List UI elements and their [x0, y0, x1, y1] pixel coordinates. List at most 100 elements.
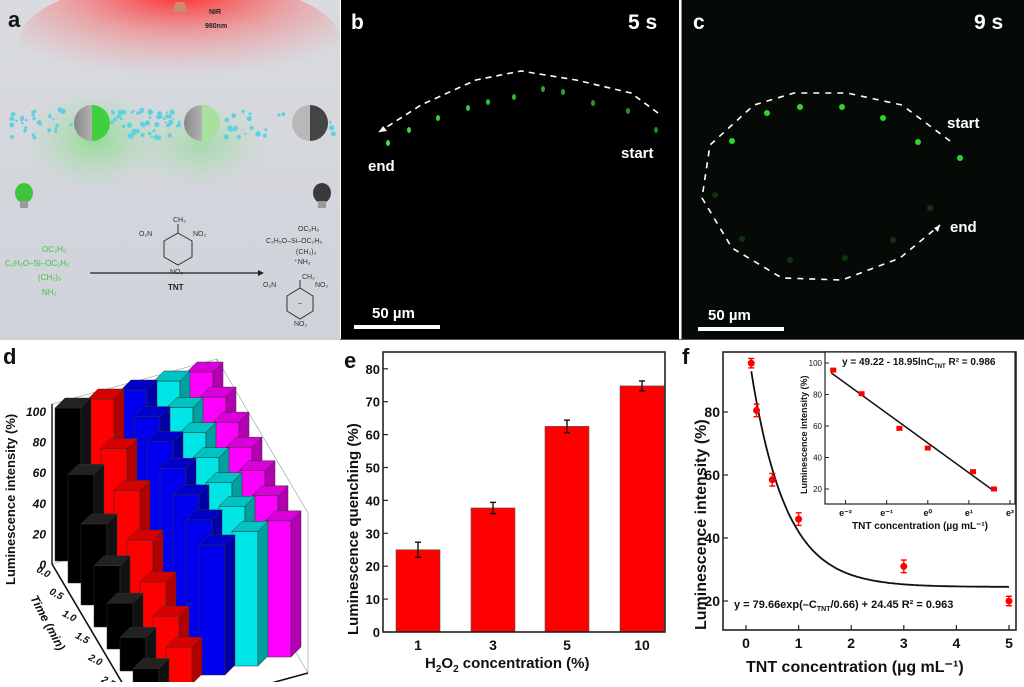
bubble	[264, 128, 268, 132]
bar-top	[119, 627, 157, 638]
time-tick-label: 0.5	[47, 586, 65, 602]
bar-top	[192, 447, 230, 458]
time-tick-label: 2.0	[85, 652, 104, 669]
tnt-group: NO₂	[193, 231, 207, 238]
bar-top	[139, 571, 177, 583]
bar-top	[212, 411, 250, 423]
bubble	[136, 111, 141, 115]
bar-3d	[165, 636, 203, 685]
inset-fit-equation: y = 49.22 - 18.95lnCTNT R² = 0.986	[842, 357, 996, 370]
wavelength-label: 980nm	[205, 23, 227, 30]
bubble	[166, 122, 171, 127]
y-tick-label: 0	[39, 558, 46, 572]
bar-top	[54, 397, 92, 409]
inset-y-tick-label: 40	[813, 454, 822, 463]
bar-top	[126, 529, 164, 541]
fit-curve	[750, 371, 1010, 588]
bulb-off-icon	[313, 183, 331, 208]
micrograph-b: b 5 s start end 50 µm	[351, 11, 659, 329]
end-label: end	[950, 219, 977, 236]
bubble	[23, 129, 27, 133]
motor-dot	[957, 155, 963, 161]
motor-dot	[654, 127, 658, 133]
bar-top	[106, 592, 144, 604]
bubble	[121, 109, 127, 115]
motor-dot	[712, 192, 718, 198]
motor-dot	[512, 94, 516, 100]
motor-sphere-dark	[292, 105, 328, 141]
bubble	[21, 121, 24, 125]
bubble	[166, 111, 169, 114]
nir-beam	[20, 0, 340, 100]
bar-top	[231, 521, 269, 532]
bar-top	[100, 438, 138, 449]
bar-top	[113, 480, 151, 491]
bubble	[131, 130, 137, 136]
y-tick-label: 80	[33, 436, 47, 450]
y-tick-label: 30	[366, 526, 380, 541]
bubble	[54, 127, 58, 131]
bars	[395, 380, 665, 633]
bubble	[10, 135, 15, 139]
reactant-line: C₂H₅O–Si–OC₂H₅	[5, 259, 69, 268]
arrow-head	[258, 270, 264, 276]
bubble	[249, 125, 254, 130]
time-axis-line	[51, 563, 126, 687]
bubble	[33, 109, 37, 114]
bubble	[130, 111, 134, 114]
bubble	[31, 110, 34, 114]
bar-top	[146, 431, 184, 442]
bubble-stream	[9, 107, 336, 140]
bubble	[223, 134, 229, 140]
motor-dot	[541, 86, 545, 92]
bubble	[54, 130, 58, 134]
product-line: CH₂	[302, 274, 315, 281]
bubble	[139, 121, 145, 127]
bubble	[57, 107, 63, 113]
axis-ticks: 1 3 5 10 0 10 20 30 40 50 60 70 80	[366, 362, 650, 653]
x-tick-label: 4	[953, 635, 961, 651]
bubble	[127, 133, 133, 139]
time-axis-label: Time (min)	[27, 593, 68, 653]
bubble	[47, 128, 52, 133]
time-tick-label: 0.0	[34, 564, 52, 580]
bubble	[52, 118, 55, 121]
bar-3d	[231, 520, 269, 667]
bar-front	[198, 544, 226, 676]
bubble	[224, 117, 230, 123]
product-line: (CH₂)₃	[296, 249, 316, 256]
bulb-on-icon	[15, 183, 33, 208]
inset-frame	[824, 351, 1016, 505]
bubble	[167, 133, 172, 138]
nir-label: NIR	[209, 9, 221, 16]
inset-x-tick-label: e⁰	[923, 508, 932, 518]
bar-side	[257, 520, 269, 667]
scale-bar	[354, 325, 440, 329]
bar-front	[132, 668, 160, 687]
bubble	[36, 120, 42, 126]
bar-top	[186, 361, 224, 373]
series-axis-line	[253, 672, 309, 687]
bubble	[156, 135, 162, 140]
motor-dot	[386, 140, 390, 146]
bubble	[116, 114, 122, 119]
laser-source-icon	[172, 2, 188, 12]
y-tick-label: 40	[366, 493, 380, 508]
bubble	[262, 133, 267, 138]
motor-sphere-dim	[184, 105, 220, 141]
data-point	[747, 359, 755, 367]
x-tick-label: 0	[742, 635, 750, 651]
x-axis-label: TNT concentration (µg mL⁻¹)	[746, 659, 964, 676]
bar-top	[80, 513, 118, 525]
y-tick-label: 10	[366, 592, 380, 607]
motor-dot	[842, 255, 848, 261]
bubble	[120, 111, 123, 114]
product-line: OC₂H₅	[298, 226, 319, 233]
reactant-line: NH₂	[42, 288, 57, 297]
y-tick-label: 0	[373, 625, 380, 640]
bar-side	[290, 510, 302, 658]
y-tick-label: 20	[366, 559, 380, 574]
time-label: 5 s	[628, 11, 657, 34]
tnt-group: CH₃	[173, 217, 186, 224]
tnt-labels: CH₃ O₂N NO₂ NO₂	[139, 217, 207, 276]
